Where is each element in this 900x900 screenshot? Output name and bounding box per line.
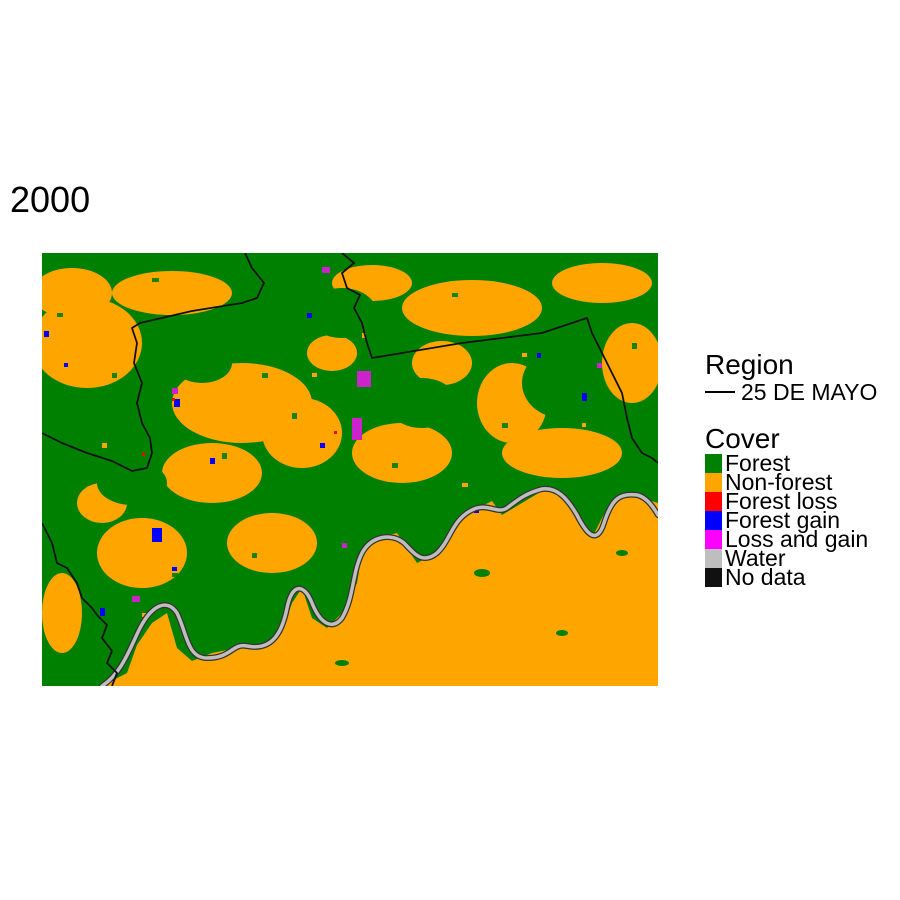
- cover-legend-label: Forest: [725, 450, 791, 476]
- forest-swatch-icon: [705, 454, 722, 473]
- cover-legend-label: No data: [725, 564, 806, 590]
- cover-legend-label: Non-forest: [725, 469, 833, 495]
- forest-loss-patches: [142, 398, 337, 456]
- river-water: [100, 487, 658, 686]
- cover-legend-entry-non-forest: Non-forest: [705, 469, 895, 495]
- non-forest-plain: [102, 491, 658, 686]
- region-legend-label: 25 DE MAYO: [741, 379, 878, 405]
- no-data-swatch-icon: [705, 568, 722, 587]
- water-swatch-icon: [705, 549, 722, 568]
- loss-and-gain-patches: [132, 267, 602, 602]
- cover-legend-entry-forest-loss: Forest loss: [705, 488, 895, 514]
- legend: Region 25 DE MAYO Cover Forest Non-fores…: [705, 349, 895, 590]
- cover-legend-entry-no-data: No data: [705, 564, 895, 590]
- forest-gain-swatch-icon: [705, 511, 722, 530]
- cover-legend-entry-water: Water: [705, 545, 895, 571]
- forest-patches: [82, 288, 628, 666]
- region-boundary: [42, 253, 658, 686]
- non-forest-swatch-icon: [705, 473, 722, 492]
- loss-and-gain-swatch-icon: [705, 530, 722, 549]
- forest-loss-swatch-icon: [705, 492, 722, 511]
- cover-legend-list: Forest Non-forest Forest loss Forest gai…: [705, 450, 895, 590]
- cover-legend-label: Forest loss: [725, 488, 838, 514]
- cover-legend-label: Forest gain: [725, 507, 841, 533]
- land-cover-map: [42, 253, 658, 686]
- map-title: 2000: [10, 179, 91, 220]
- cover-legend-label: Loss and gain: [725, 526, 869, 552]
- forest-speckle: [57, 278, 637, 577]
- cover-legend-entry-forest-gain: Forest gain: [705, 507, 895, 533]
- cover-legend-entry-loss-and-gain: Loss and gain: [705, 526, 895, 552]
- region-legend-entry: 25 DE MAYO: [705, 380, 895, 404]
- region-line-icon: [705, 391, 735, 393]
- cover-legend-title: Cover: [705, 423, 780, 454]
- cover-legend-entry-forest: Forest: [705, 450, 895, 476]
- non-forest-speckle: [102, 333, 586, 617]
- cover-legend-label: Water: [725, 545, 786, 571]
- region-legend-title: Region: [705, 349, 794, 380]
